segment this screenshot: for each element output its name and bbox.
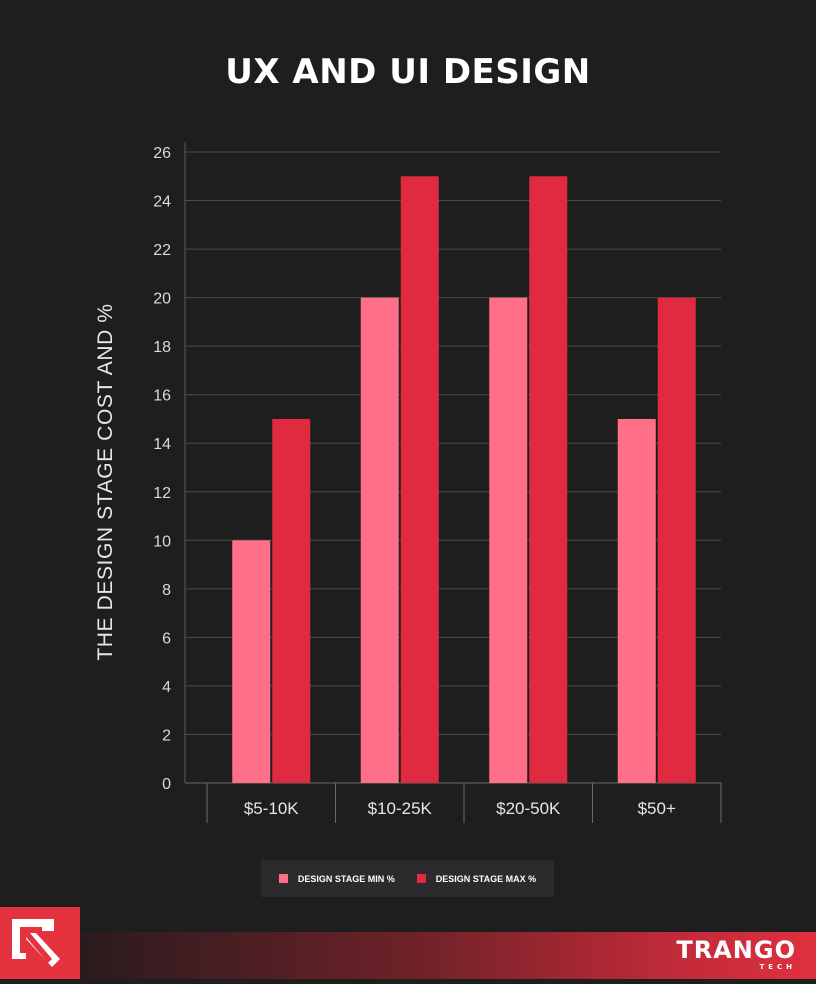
x-tick-label: $10-25K <box>368 799 433 818</box>
y-axis-label: THE DESIGN STAGE COST AND % <box>94 303 117 661</box>
bar-max <box>529 176 568 783</box>
bar-min <box>232 540 271 783</box>
chart-title: UX AND UI DESIGN <box>225 52 591 92</box>
legend-swatch-min <box>278 874 288 883</box>
arrow-logo-icon <box>0 907 80 979</box>
legend-label-max: DESIGN STAGE MAX % <box>435 873 537 884</box>
x-tick-label: $20-50K <box>496 799 561 818</box>
bar-max <box>272 418 311 783</box>
brand-sub: TECH <box>759 963 796 971</box>
legend-item-min[interactable]: DESIGN STAGE MIN % <box>278 873 395 884</box>
y-tick-label: 4 <box>162 679 171 696</box>
bar-min <box>360 297 399 783</box>
bar-min <box>617 418 656 783</box>
brand-name: TRANGO <box>676 936 796 964</box>
y-tick-label: 14 <box>153 436 171 453</box>
footer-bar <box>80 932 816 979</box>
y-tick-label: 2 <box>162 727 171 744</box>
y-tick-label: 0 <box>162 776 171 793</box>
y-tick-label: 18 <box>153 339 171 356</box>
legend-item-max[interactable]: DESIGN STAGE MAX % <box>416 873 537 884</box>
x-tick-label: $5-10K <box>244 799 299 818</box>
y-tick-label: 22 <box>153 242 171 259</box>
bar-max <box>400 176 439 783</box>
y-tick-label: 24 <box>153 194 171 211</box>
y-tick-label: 20 <box>153 291 171 308</box>
y-tick-label: 8 <box>162 582 171 599</box>
x-tick-label: $50+ <box>638 799 676 818</box>
y-tick-label: 6 <box>162 630 171 647</box>
chart-legend: DESIGN STAGE MIN % DESIGN STAGE MAX % <box>261 860 554 897</box>
y-tick-label: 26 <box>153 145 171 162</box>
legend-swatch-max <box>416 874 426 883</box>
bar-max <box>657 297 696 783</box>
y-tick-label: 12 <box>153 485 171 502</box>
y-tick-label: 16 <box>153 388 171 405</box>
bar-min <box>489 297 528 783</box>
y-tick-label: 10 <box>153 533 171 550</box>
legend-label-min: DESIGN STAGE MIN % <box>297 873 395 884</box>
brand-logo: TRANGO TECH <box>676 937 796 971</box>
